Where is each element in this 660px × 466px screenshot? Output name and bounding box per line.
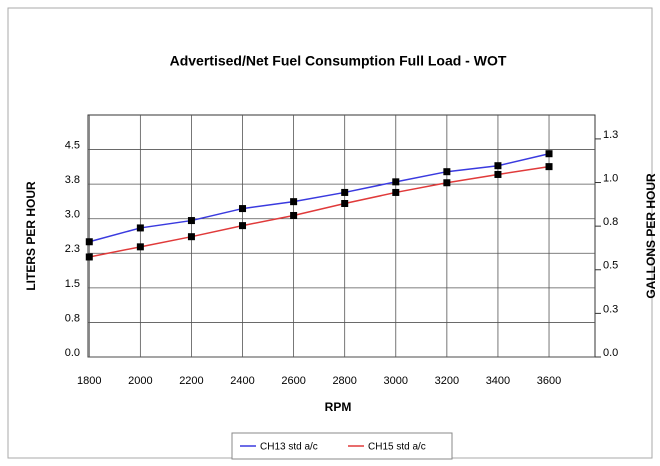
y-tick-label: 3.8 — [65, 174, 80, 186]
marker — [341, 200, 349, 208]
y-tick-label: 0.0 — [65, 347, 80, 359]
series-line — [89, 152, 550, 243]
x-tick-label: 3400 — [486, 375, 510, 387]
x-axis-label: RPM — [325, 400, 352, 414]
x-tick-label: 3600 — [537, 375, 561, 387]
marker — [187, 217, 195, 225]
y-tick-label: 4.5 — [65, 139, 80, 151]
y2-tick-label: 0.0 — [603, 347, 618, 359]
marker — [290, 198, 298, 206]
x-tick-label: 2200 — [179, 375, 203, 387]
x-tick-label: 3000 — [384, 375, 408, 387]
marker — [239, 222, 247, 230]
marker — [545, 163, 553, 171]
marker — [136, 243, 144, 251]
marker — [494, 170, 502, 178]
x-tick-label: 2000 — [128, 375, 152, 387]
marker — [392, 178, 400, 186]
marker — [239, 205, 247, 213]
y2-tick-label: 1.0 — [603, 172, 618, 184]
marker — [85, 253, 93, 261]
marker — [545, 150, 553, 158]
x-tick-label: 1800 — [77, 375, 101, 387]
marker — [136, 224, 144, 232]
marker — [290, 211, 298, 219]
y-tick-label: 1.5 — [65, 278, 80, 290]
marker — [443, 179, 451, 187]
legend-label: CH15 std a/c — [368, 442, 426, 453]
marker — [341, 188, 349, 196]
y2-axis-label: GALLONS PER HOUR — [644, 173, 658, 299]
marker — [443, 168, 451, 176]
marker — [494, 162, 502, 170]
chart-title: Advertised/Net Fuel Consumption Full Loa… — [170, 53, 507, 69]
x-tick-label: 2600 — [281, 375, 305, 387]
x-tick-label: 3200 — [435, 375, 459, 387]
series-line — [89, 165, 550, 258]
y-tick-label: 0.8 — [65, 312, 80, 324]
x-tick-label: 2800 — [332, 375, 356, 387]
x-tick-label: 2400 — [230, 375, 254, 387]
legend — [231, 432, 453, 460]
y-tick-label: 3.0 — [65, 209, 80, 221]
y2-tick-label: 0.3 — [603, 303, 618, 315]
y2-tick-label: 0.8 — [603, 216, 618, 228]
marker — [85, 238, 93, 246]
marker — [392, 188, 400, 196]
frame — [7, 7, 653, 459]
y-axis-label: LITERS PER HOUR — [24, 181, 38, 291]
y-tick-label: 2.3 — [65, 243, 80, 255]
y2-tick-label: 1.3 — [603, 129, 618, 141]
marker — [187, 233, 195, 241]
legend-label: CH13 std a/c — [260, 442, 318, 453]
y2-tick-label: 0.5 — [603, 260, 618, 272]
